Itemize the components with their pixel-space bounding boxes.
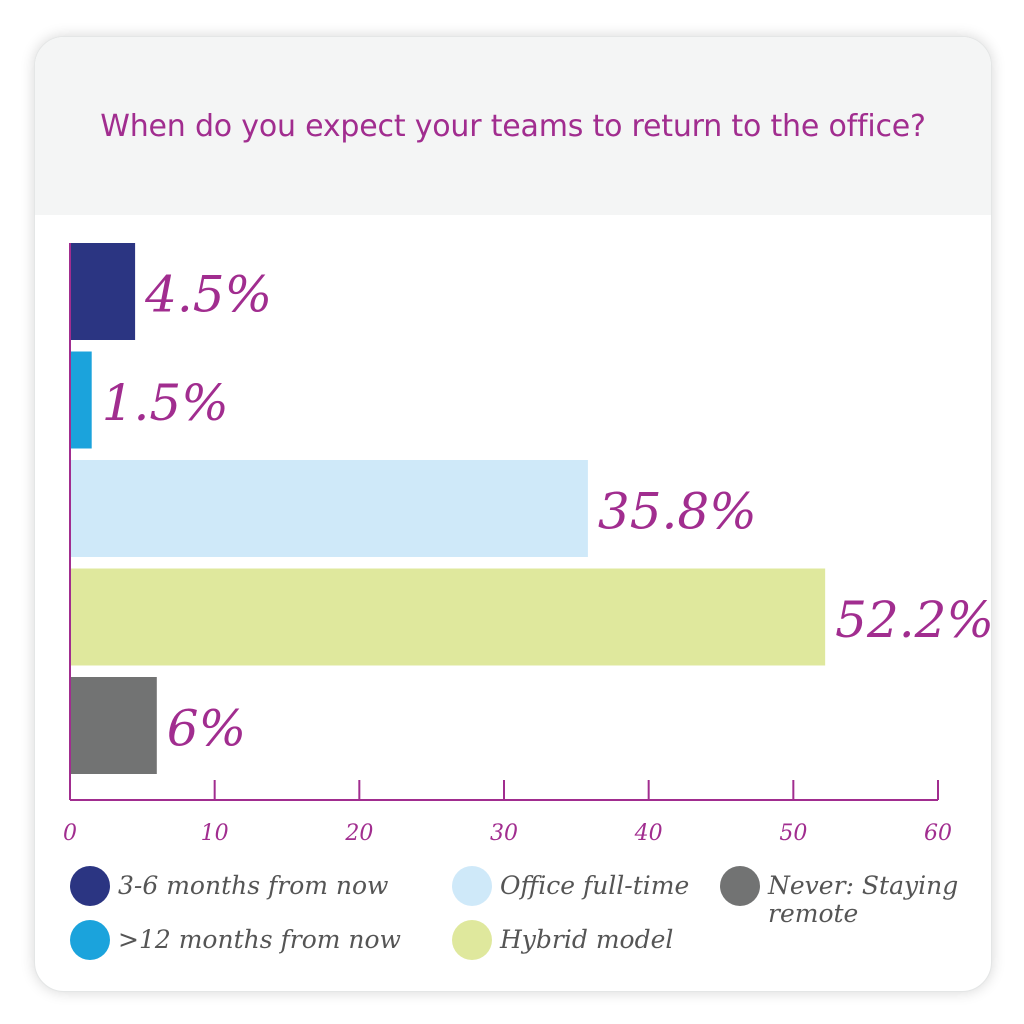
- legend-label-hybrid-model: Hybrid model: [500, 925, 674, 954]
- data-label-3: 52.2%: [835, 591, 994, 649]
- legend-swatch-never-remote: [720, 866, 760, 906]
- bar-4: [70, 677, 157, 774]
- chart-title: When do you expect your teams to return …: [100, 109, 926, 144]
- chart-header: When do you expect your teams to return …: [35, 37, 991, 215]
- x-tick-label-6: 60: [924, 821, 952, 846]
- legend-label-12-months: >12 months from now: [118, 925, 401, 954]
- bar-1: [70, 351, 92, 449]
- x-tick-label-5: 50: [779, 821, 807, 846]
- legend-swatch-office-full-time: [452, 866, 492, 906]
- data-label-2: 35.8%: [598, 483, 757, 541]
- bar-chart: 4.5% 1.5% 35.8% 52.2% 6% 0 10 20 30 40 50 60: [63, 243, 994, 846]
- x-tick-label-4: 40: [634, 821, 663, 846]
- x-tick-label-1: 10: [201, 821, 229, 846]
- legend-label-office-full-time: Office full-time: [500, 871, 690, 900]
- data-label-0: 4.5%: [144, 266, 272, 324]
- bar-3: [70, 568, 826, 666]
- data-label-1: 1.5%: [102, 374, 229, 432]
- legend-swatch-hybrid-model: [452, 920, 492, 960]
- x-tick-label-0: 0: [63, 821, 77, 846]
- bar-2: [70, 460, 588, 557]
- data-label-4: 6%: [167, 700, 246, 758]
- x-tick-label-2: 20: [344, 821, 373, 846]
- legend-label-never-remote: Never: Staying remote: [768, 871, 959, 928]
- legend-swatch-3-6-months: [70, 866, 110, 906]
- x-tick-label-3: 30: [490, 821, 518, 846]
- legend-label-3-6-months: 3-6 months from now: [118, 871, 389, 900]
- legend-swatch-12-months: [70, 920, 110, 960]
- chart-legend: 3-6 months from now >12 months from now …: [70, 866, 990, 976]
- bar-0: [70, 243, 136, 340]
